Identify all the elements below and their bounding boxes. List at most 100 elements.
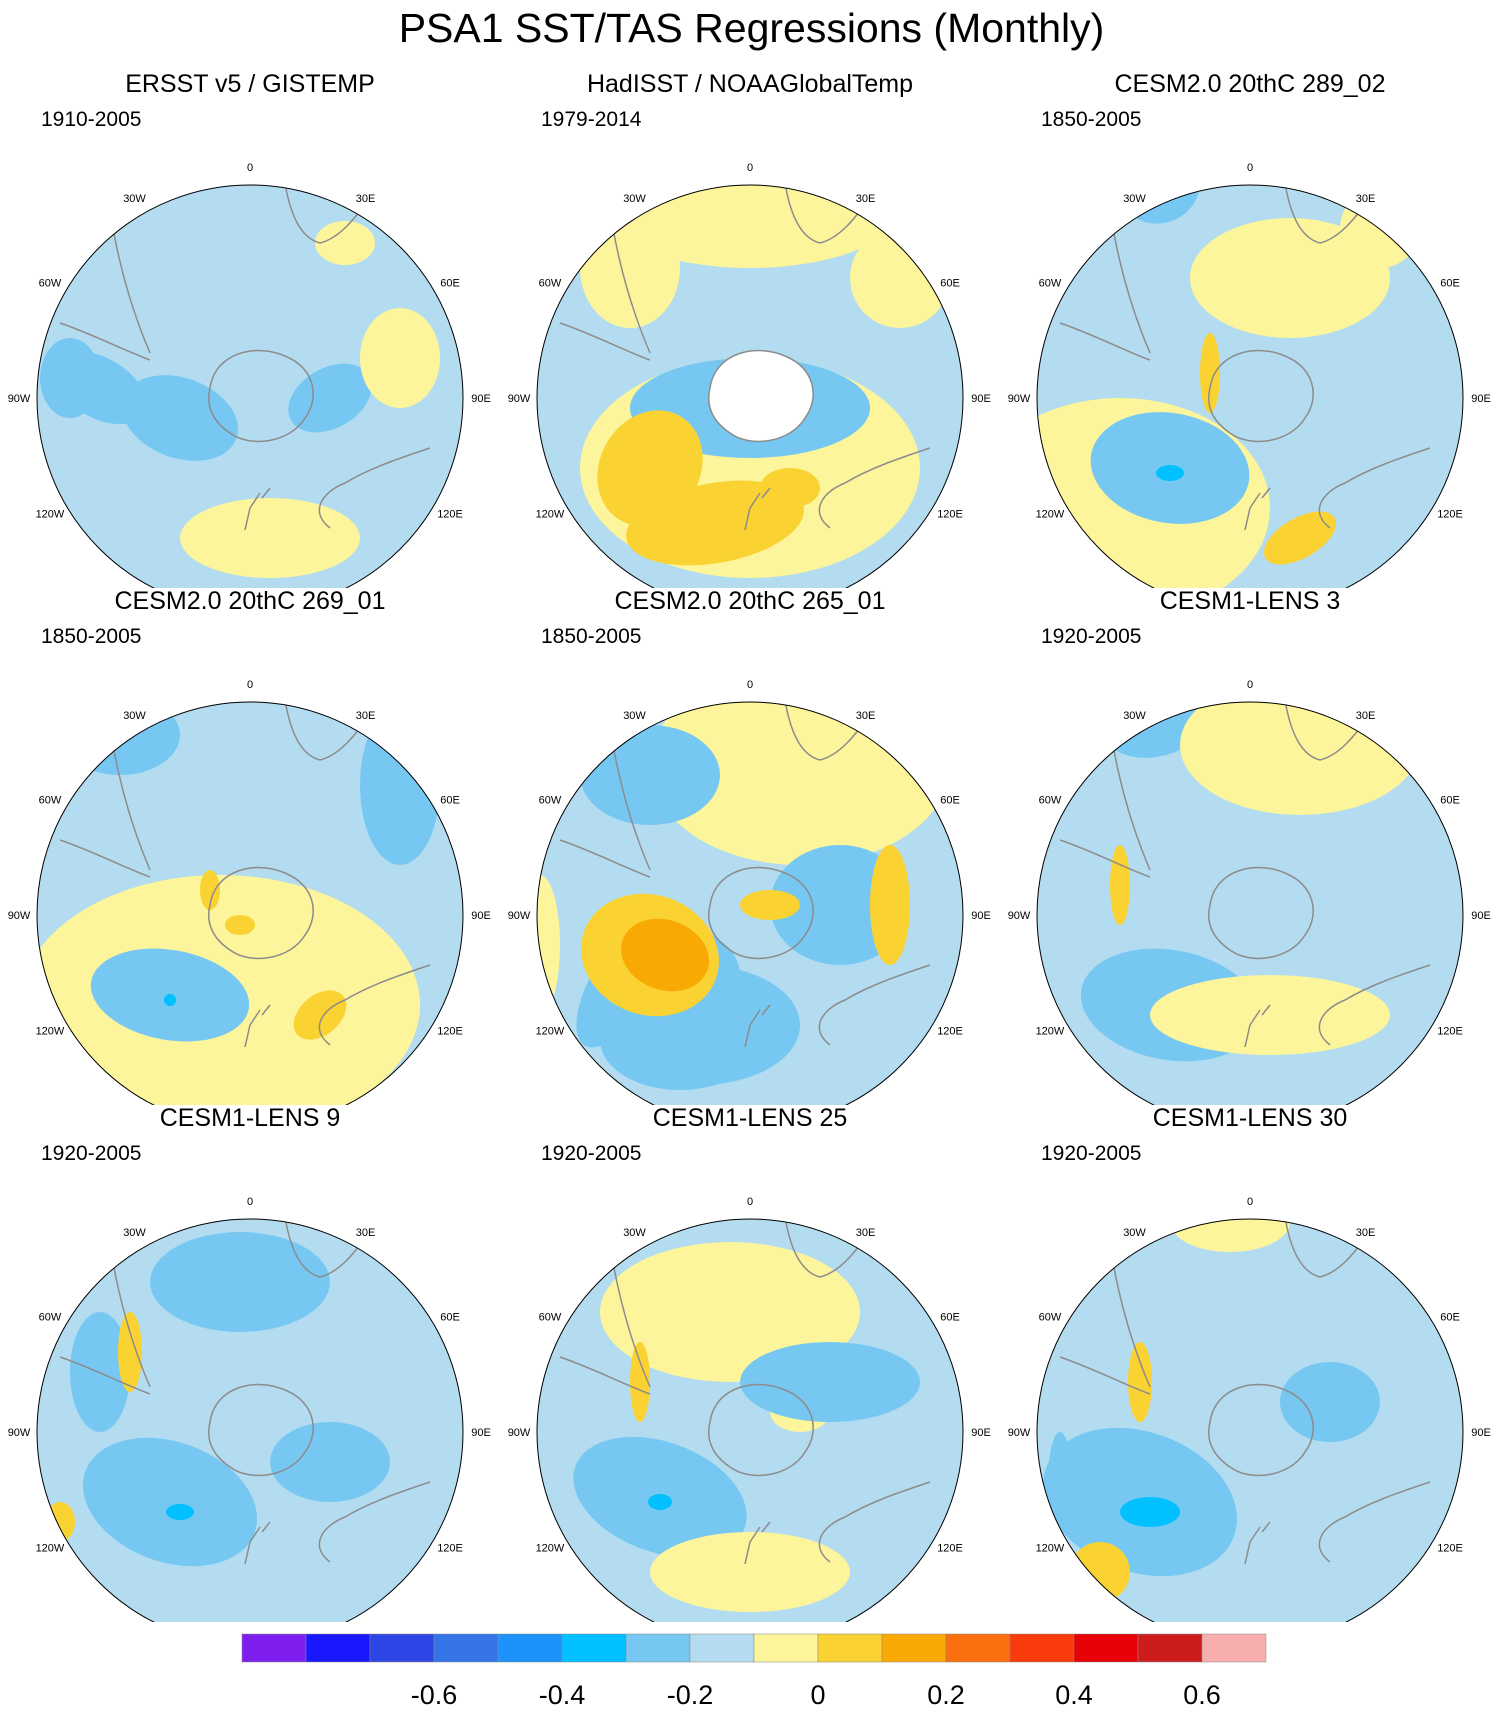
anomaly-patch (315, 221, 375, 265)
colorbar-swatch (881, 1633, 947, 1663)
panel-title: ERSST v5 / GISTEMP (125, 70, 375, 98)
colorbar-tick-label: -0.2 (667, 1680, 714, 1710)
colorbar-swatch (497, 1633, 563, 1663)
antarctica-coast (1208, 866, 1314, 960)
panel-period: 1920-2005 (541, 1142, 642, 1165)
anomaly-patch (1156, 465, 1184, 481)
longitude-label: 60W (39, 795, 62, 807)
polar-map: 030E60E90E120E150E180150W120W90W60W30W (8, 1196, 491, 1622)
anomaly-patch (70, 1312, 130, 1432)
colorbar-swatch (689, 1633, 755, 1663)
panel-period: 1850-2005 (541, 625, 642, 648)
longitude-label: 30E (1356, 710, 1376, 722)
australia-coast (818, 447, 931, 529)
antarctica-coast (708, 1383, 814, 1477)
longitude-label: 90E (471, 1427, 491, 1439)
longitude-label: 30E (1356, 193, 1376, 205)
colorbar-swatch (945, 1633, 1011, 1663)
anomaly-patch (630, 1342, 650, 1422)
polar-map: 030E60E90E120E150E180150W120W90W60W30W (508, 162, 991, 588)
panel-title: CESM1-LENS 30 (1152, 1104, 1348, 1132)
longitude-label: 90E (1471, 1427, 1491, 1439)
longitude-label: 120W (1036, 1026, 1065, 1038)
longitude-label: 60W (39, 278, 62, 290)
longitude-label: 30W (623, 710, 646, 722)
longitude-label: 120E (1437, 1543, 1463, 1555)
anomaly-patch (1150, 975, 1390, 1055)
panel-title: CESM1-LENS 9 (159, 1104, 341, 1132)
longitude-label: 90W (8, 393, 31, 405)
map-boundary (36, 1218, 464, 1622)
colorbar-swatch (1073, 1633, 1139, 1663)
africa-coast (784, 185, 871, 244)
anomaly-patch (60, 702, 180, 775)
anomaly-patch (1048, 1432, 1072, 1532)
longitude-label: 30W (623, 1227, 646, 1239)
anomaly-patch (360, 308, 440, 408)
longitude-label: 30W (623, 193, 646, 205)
longitude-label: 120W (1036, 1543, 1065, 1555)
australia-coast (1318, 1481, 1431, 1563)
anomaly-patch (270, 1422, 390, 1502)
shading-layer (37, 702, 463, 1105)
colorbar-swatch (241, 1633, 307, 1663)
africa-coast (784, 1219, 871, 1278)
anomaly-patch (621, 918, 709, 992)
anomaly-patch (60, 185, 140, 186)
longitude-label: 30E (856, 710, 876, 722)
anomaly-patch (1340, 188, 1420, 268)
map-boundary (1036, 184, 1464, 588)
longitude-label: 90E (1471, 910, 1491, 922)
africa-coast (1284, 1219, 1371, 1278)
anomaly-patch (650, 1532, 850, 1612)
new-zealand-coast (1244, 1004, 1271, 1048)
longitude-label: 30E (356, 193, 376, 205)
anomaly-patch (293, 990, 347, 1040)
longitude-label: 120W (36, 1026, 65, 1038)
anomaly-patch (740, 890, 800, 920)
colorbar-tick-label: -0.4 (539, 1680, 586, 1710)
australia-coast (818, 1481, 931, 1563)
longitude-label: 120E (1437, 1026, 1463, 1038)
longitude-label: 60W (39, 1312, 62, 1324)
longitude-label: 90W (1008, 910, 1031, 922)
longitude-label: 0 (247, 679, 253, 691)
australia-coast (318, 964, 431, 1046)
shading-layer (1037, 1219, 1463, 1622)
longitude-label: 0 (747, 162, 753, 174)
colorbar-tick-label: 0 (810, 1680, 825, 1710)
anomaly-patch (1070, 1542, 1130, 1602)
shading-layer (537, 702, 963, 1105)
new-zealand-coast (244, 487, 271, 531)
longitude-label: 120W (536, 1026, 565, 1038)
longitude-label: 120E (937, 1026, 963, 1038)
panel-title: CESM1-LENS 3 (1159, 587, 1341, 615)
longitude-label: 90W (508, 1427, 531, 1439)
map-panel: CESM1-LENS 9030E60E90E120E150E180150W120… (0, 1102, 500, 1622)
antarctica-coast (208, 1383, 314, 1477)
longitude-label: 60E (940, 1312, 960, 1324)
colorbar-swatch (625, 1633, 691, 1663)
anomaly-patch (1143, 1509, 1167, 1525)
polar-map: 030E60E90E120E150E180150W120W90W60W30W (508, 1196, 991, 1622)
map-panel: CESM2.0 20thC 289_02030E60E90E120E150E18… (1000, 68, 1500, 588)
longitude-label: 30W (123, 1227, 146, 1239)
australia-coast (1318, 447, 1431, 529)
longitude-label: 120W (36, 1543, 65, 1555)
panel-title: CESM1-LENS 25 (652, 1104, 848, 1132)
longitude-label: 90E (471, 910, 491, 922)
anomaly-patch (40, 338, 100, 418)
ocean-fill (37, 185, 463, 588)
new-zealand-coast (244, 1004, 271, 1048)
panel-period: 1850-2005 (1041, 108, 1142, 131)
anomaly-patch (360, 705, 440, 865)
anomaly-patch (225, 915, 255, 935)
longitude-label: 0 (247, 1196, 253, 1208)
africa-coast (284, 1219, 371, 1278)
anomaly-patch (1263, 511, 1337, 565)
longitude-label: 60W (539, 278, 562, 290)
longitude-label: 60W (539, 1312, 562, 1324)
figure-title: PSA1 SST/TAS Regressions (Monthly) (398, 5, 1105, 51)
longitude-label: 0 (1247, 679, 1253, 691)
map-boundary (536, 701, 964, 1105)
